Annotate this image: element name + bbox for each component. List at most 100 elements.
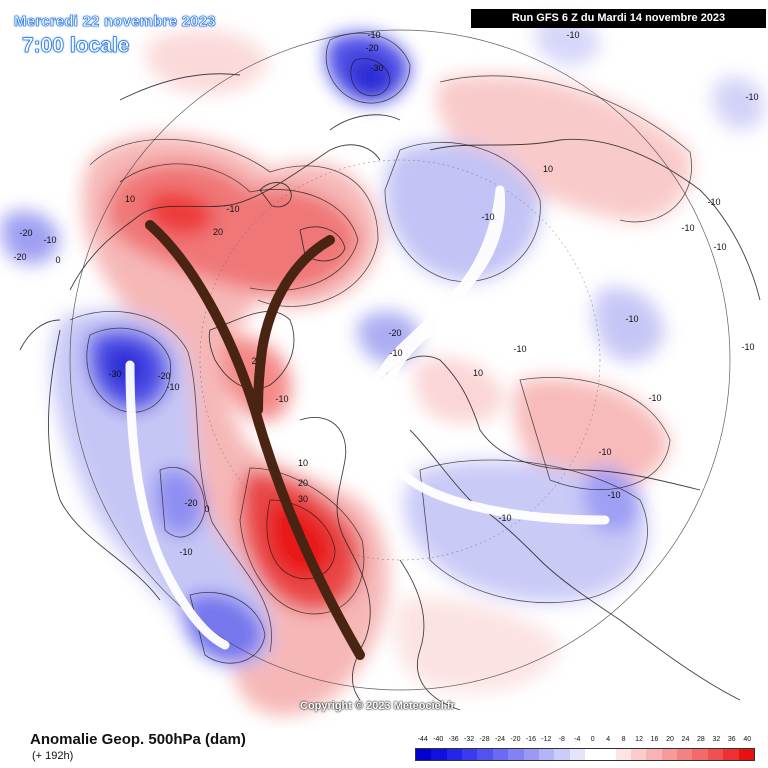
positive-anomaly-west-pacific [146,29,270,94]
run-info: Run GFS 6 Z du Mardi 14 novembre 2023 [471,9,766,28]
color-scale-label: -32 [464,736,475,743]
color-scale-label: 20 [666,736,674,743]
contour-label: -10 [389,348,402,358]
color-scale-label: -28 [479,736,490,743]
color-scale-label: 16 [650,736,659,743]
color-scale-label: -40 [433,736,444,743]
contour-label: -10 [598,447,611,457]
color-scale-swatch [523,749,539,760]
contour-label: -20 [157,371,170,381]
color-scale-swatch [431,749,447,760]
negative-anomaly-japan [712,76,765,130]
ridge-axis-branch [253,235,335,415]
contour-label: -20 [388,328,401,338]
color-scale-swatch [538,749,555,760]
color-scale-swatch [615,749,632,760]
contour-label: -10 [741,342,754,352]
color-scale-label: 24 [681,736,690,743]
positive-core-canada-inner [146,191,215,236]
contour-label: -10 [498,513,511,523]
color-scale-label: 36 [727,736,736,743]
color-scale-label: -44 [417,736,428,743]
contour-label: 10 [125,194,135,204]
contour-label: -10 [566,30,579,40]
color-scale-labels: -44 -40 -36 -32 -28 -24 -20 -16 -12 -8 -4 0 4 8 12 16 20… [415,736,755,746]
contour-label: -20 [365,43,378,53]
color-scale-label: 32 [712,736,721,743]
color-scale-swatch [600,749,616,760]
contour-label: 20 [298,478,308,488]
trough-axis-europe [375,325,610,525]
color-scale-swatch [446,749,463,760]
forecast-date: Mercredi 22 novembre 2023 [14,13,216,31]
contour-label: 0 [55,255,60,265]
positive-anomaly-scandinavia [414,357,505,424]
contour-label: -30 [108,369,121,379]
color-scale-label: -16 [525,736,536,743]
forecast-lead: (+ 192h) [32,750,74,762]
contour-label: -20 [184,498,197,508]
color-scale-swatch [723,749,739,760]
contour-label: -30 [370,63,383,73]
trough-axis-atlantic [365,185,505,465]
color-scale-label: 28 [697,736,705,743]
contour-label: -10 [226,204,239,214]
color-scale-label: 12 [635,736,643,743]
negative-anomaly-mid-pacific [153,467,205,538]
negative-anomaly-east-siberia [534,16,600,66]
trough-axis-siberia [425,185,506,325]
anomaly-map: -10 -20 -30 -10 -10 10 -10 -20 -10 10 -1… [0,16,765,716]
color-scale-swatch [738,749,754,760]
negative-anomaly-bering-inner [350,58,390,96]
map-title: Anomalie Geop. 500hPa (dam) [30,731,246,748]
contour-label: 2 [251,356,256,366]
contour-label: -20 [13,252,26,262]
color-scale-swatch [462,749,478,760]
negative-anomaly-south-pacific [184,592,265,664]
contour-label: 30 [298,494,308,504]
negative-anomaly-asia [593,287,665,362]
color-scale-swatch [508,749,524,760]
color-scale-swatch [646,749,662,760]
contour-label: -10 [625,314,638,324]
contour-label: -10 [713,242,726,252]
color-scale-label: 4 [606,736,611,743]
color-scale-swatch [554,749,570,760]
color-scale-swatch [477,749,493,760]
positive-anomaly-siberia [436,73,692,222]
color-scale-label: -4 [574,736,581,743]
contour-label: 0 [204,504,209,514]
color-scale-label: 0 [590,736,595,743]
color-scale-swatch [569,749,585,760]
contour-label: -10 [43,235,56,245]
forecast-time: 7:00 locale [22,34,130,58]
color-scale-swatch [631,749,647,760]
trough-axes [125,185,610,650]
color-scale-swatch [692,749,708,760]
contour-label: -10 [179,547,192,557]
color-scale: -44 -40 -36 -32 -28 -24 -20 -16 -12 -8 -4 0 4 8 12 16 20… [415,736,755,764]
color-scale-swatch [661,749,678,760]
copyright: Copyright © 2023 Meteociel.fr [300,700,455,712]
contour-labels: -10 -20 -30 -10 -10 10 -10 -20 -10 10 -1… [13,30,758,557]
color-scale-label: 8 [621,736,626,743]
contour-label: -20 [19,228,32,238]
contour-label: -10 [707,197,720,207]
color-scale-label: -24 [494,736,506,743]
color-scale-bar [415,748,755,761]
contour-label: 10 [473,368,483,378]
negative-anomaly-arctic [385,142,541,282]
color-scale-label: -8 [558,736,565,743]
color-scale-label: -36 [448,736,459,743]
contour-label: -10 [681,223,694,233]
color-scale-swatch [416,749,432,760]
color-scale-swatch [492,749,509,760]
color-scale-label: -20 [510,736,521,743]
contour-label: -10 [648,393,661,403]
color-scale-label: 40 [743,736,752,743]
contour-label: 10 [543,164,553,174]
contour-label: 10 [298,458,308,468]
trough-axis-pacific [125,360,230,650]
contour-label: -10 [367,30,380,40]
contour-label: 20 [213,227,223,237]
